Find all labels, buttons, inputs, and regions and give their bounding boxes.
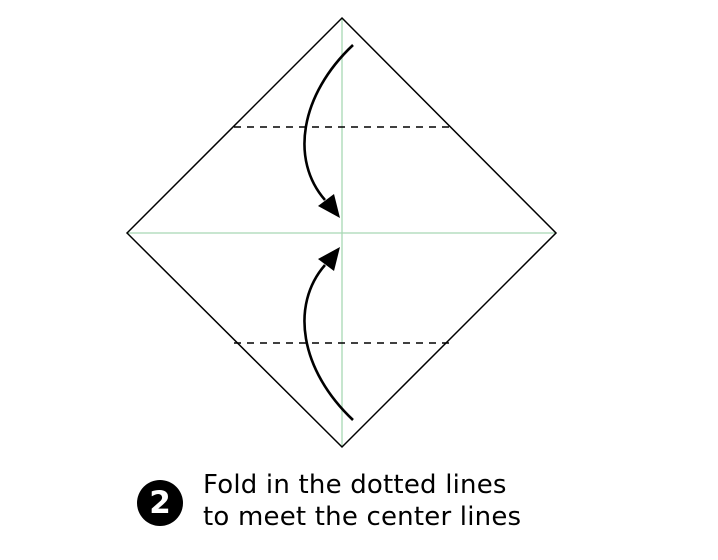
step-number: 2 <box>149 484 171 521</box>
step-number-badge: 2 <box>137 480 183 526</box>
instruction-text: Fold in the dotted lines to meet the cen… <box>203 469 603 533</box>
curved-arrow-down-icon <box>303 44 354 218</box>
instruction-line-1: Fold in the dotted lines <box>203 470 507 500</box>
paper-diamond <box>125 16 558 449</box>
instruction-line-2: to meet the center lines <box>203 502 522 532</box>
curved-arrow-up-icon <box>303 247 354 421</box>
